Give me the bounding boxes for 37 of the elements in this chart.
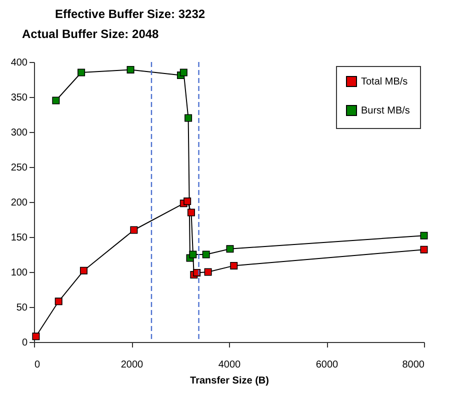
y-tick-label: 50 (16, 302, 28, 314)
x-tick-label: 8000 (402, 360, 425, 370)
y-tick-label: 150 (10, 232, 28, 244)
y-tick-label: 400 (10, 58, 28, 68)
point (32, 332, 40, 340)
point (130, 226, 138, 234)
point (420, 232, 428, 240)
point (52, 96, 60, 104)
y-tick-label: 250 (10, 162, 28, 174)
point (184, 114, 192, 122)
point (54, 298, 62, 306)
point (230, 262, 238, 270)
x-tick-label: 4000 (218, 360, 242, 370)
point (204, 268, 212, 276)
y-tick-label: 200 (10, 198, 28, 208)
point (184, 198, 192, 206)
x-tick-label: 6000 (316, 360, 339, 370)
point (420, 246, 428, 254)
text: Effective Buffer Size: 3232 (55, 7, 206, 21)
legend-label: Total MB/s (361, 76, 408, 88)
legend-label: Burst MB/s (361, 106, 410, 116)
y-tick-label: 0 (22, 338, 28, 348)
point (189, 250, 197, 258)
text: Actual Buffer Size: 2048 (22, 27, 160, 41)
point (126, 66, 134, 74)
point (78, 68, 86, 76)
point (226, 245, 234, 253)
x-tick-label: 0 (34, 360, 40, 370)
y-tick-label: 300 (10, 128, 28, 138)
x-axis-title: Transfer Size (B) (190, 376, 269, 386)
x-tick-label: 2000 (120, 360, 144, 370)
point (187, 208, 195, 216)
point (180, 68, 188, 76)
y-tick-label: 100 (10, 268, 28, 278)
point (80, 266, 88, 274)
y-tick-label: 350 (10, 92, 28, 104)
point (202, 250, 210, 258)
